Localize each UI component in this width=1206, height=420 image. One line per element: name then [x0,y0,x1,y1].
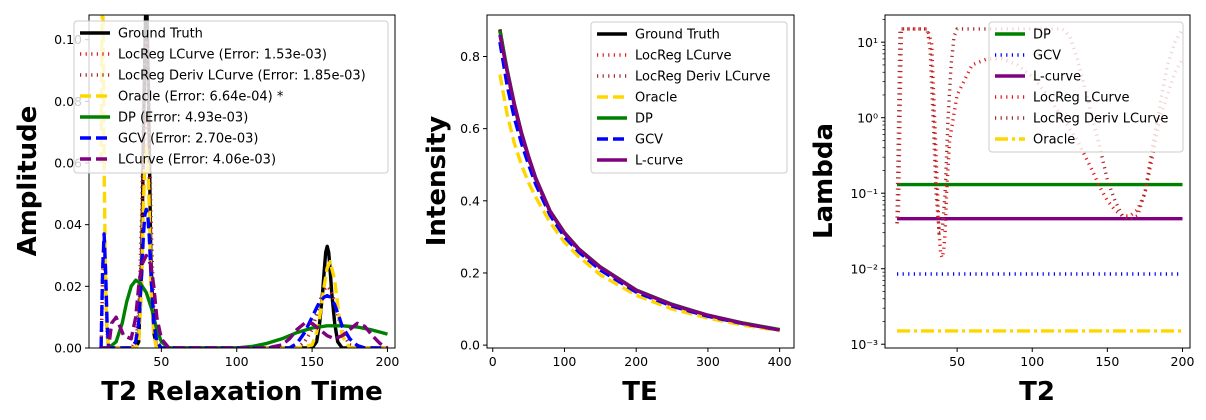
x-tick-label: 150 [300,354,324,369]
legend-entry-dp-error-4-93e-03: DP (Error: 4.93e-03) [80,111,248,126]
y-ticks-intensity: 0.0 0.2 0.4 0.6 0.8 [460,49,487,353]
legend-entry-locreg-lcurve: LocReg LCurve [995,91,1130,106]
legend-entry-ground-truth: Ground Truth [80,27,203,42]
x-tick-label: 200 [376,354,400,369]
y-axis-label-amplitude: Amplitude [13,106,43,257]
y-tick-label: 0.00 [54,341,82,356]
x-axis-label-amplitude: T2 Relaxation Time [101,377,382,407]
x-tick-label: 100 [553,354,577,369]
legend-label: LocReg Deriv LCurve [635,70,770,85]
legend-label: L-curve [635,154,683,169]
legend-label: GCV (Error: 2.70e-03) [118,132,258,147]
legend-entry-locreg-deriv-lcurve: LocReg Deriv LCurve [597,70,770,85]
legend-label: LocReg Deriv LCurve (Error: 1.85e-03) [118,69,366,84]
x-axis-label-intensity: TE [622,377,658,407]
legend-label: DP [635,112,653,127]
legend-label: L-curve [1033,70,1081,85]
legend-entry-oracle-error-6-64e-04: Oracle (Error: 6.64e-04) * [80,90,284,105]
y-tick-label: 10⁻³ [850,337,878,352]
panel-lambda: 50 100 150 200 10⁻³ 10⁻² 10⁻¹ 10⁰ 10¹ T2 Lambda… [809,14,1194,407]
series-line-oracle-error-6-64e-04 [99,15,388,348]
x-tick-label: 150 [1095,354,1119,369]
series-line-gcv-error-2-70e-03 [99,207,388,348]
legend-entry-oracle: Oracle [995,133,1075,148]
legend-label: Oracle [1033,133,1075,148]
legend-label: Ground Truth [118,27,203,42]
legend-entry-oracle: Oracle [597,91,677,106]
x-tick-label: 200 [1171,354,1195,369]
legend-entry-l-curve: L-curve [597,154,683,169]
x-tick-label: 50 [949,354,965,369]
legend-entry-locreg-lcurve-error-1-53e-03: LocReg LCurve (Error: 1.53e-03) [80,48,327,63]
y-axis-label-lambda: Lambda [809,123,839,239]
legend-label: GCV [1033,49,1061,64]
series-line-lcurve-error-4-06e-03 [101,253,389,348]
legend-frame-amplitude [73,20,389,174]
y-tick-label: 0.0 [460,338,480,353]
legend-frame-lambda [988,21,1184,153]
series-line-l-curve [498,34,781,332]
legend-entry-locreg-deriv-lcurve-error-1-85e-03: LocReg Deriv LCurve (Error: 1.85e-03) [80,69,366,84]
y-tick-label: 10¹ [857,35,878,50]
legend-entry-dp: DP [597,112,653,127]
x-tick-label: 100 [225,354,249,369]
legend-label: DP [1033,28,1051,43]
x-tick-label: 300 [696,354,720,369]
series-line-oracle [498,74,780,333]
legend-label: Oracle (Error: 6.64e-04) * [118,90,284,105]
y-axis-label-intensity: Intensity [422,116,452,247]
legend-entry-gcv: GCV [995,49,1061,64]
panel-intensity: 0 100 200 300 400 0.0 0.2 0.4 0.6 0.8 TE Intensi… [422,14,795,407]
legend-lambda: DP GCV L-curve LocReg LCurve LocReg Deriv LC… [988,21,1184,153]
legend-label: Ground Truth [635,28,720,43]
y-tick-label: 0.02 [54,279,82,294]
y-tick-label: 0.2 [460,265,480,280]
legend-entry-lcurve-error-4-06e-03: LCurve (Error: 4.06e-03) [80,153,276,168]
x-ticks-intensity: 0 100 200 300 400 [489,348,792,369]
y-tick-label: 0.6 [460,121,480,136]
x-ticks-lambda: 50 100 150 200 [949,348,1194,369]
x-axis-label-lambda: T2 [1019,377,1055,407]
x-tick-label: 0 [489,354,497,369]
legend-entry-locreg-deriv-lcurve: LocReg Deriv LCurve [995,112,1168,127]
legend-frame-intensity [590,21,788,174]
legend-label: LocReg LCurve [635,49,732,64]
legend-entry-l-curve: L-curve [995,70,1081,85]
legend-entry-gcv-error-2-70e-03: GCV (Error: 2.70e-03) [80,132,258,147]
x-tick-label: 200 [624,354,648,369]
legend-entry-ground-truth: Ground Truth [597,28,720,43]
y-tick-label: 10⁻¹ [850,186,878,201]
x-tick-label: 50 [153,354,169,369]
series-line-dp-error-4-93e-03 [101,278,388,348]
y-tick-label: 0.4 [460,193,480,208]
plot-frame-amplitude [88,14,396,349]
legend-label: LocReg LCurve (Error: 1.53e-03) [118,48,327,63]
legend-label: LCurve (Error: 4.06e-03) [118,153,276,168]
y-ticks-lambda: 10⁻³ 10⁻² 10⁻¹ 10⁰ 10¹ [850,19,885,352]
legend-label: DP (Error: 4.93e-03) [118,111,248,126]
panel-amplitude: 50 100 150 200 0.000.020.040.060.080.10 T2 … [13,14,399,407]
y-tick-label: 0.04 [54,217,82,232]
legend-entry-gcv: GCV [597,133,663,148]
legend-label: LocReg Deriv LCurve [1033,112,1168,127]
x-tick-label: 400 [768,354,792,369]
x-ticks-amplitude: 50 100 150 200 [153,348,399,369]
y-tick-label: 10⁻² [850,262,878,277]
y-tick-label: 0.8 [460,49,480,64]
legend-entry-locreg-lcurve: LocReg LCurve [597,49,732,64]
legend-label: GCV [635,133,663,148]
legend-label: Oracle [635,91,677,106]
legend-entry-dp: DP [995,28,1051,43]
legend-amplitude: Ground Truth LocReg LCurve (Error: 1.53e-… [73,20,389,174]
plot-frame-intensity [486,14,795,349]
plot-frame-lambda [884,14,1191,349]
y-tick-label: 10⁰ [857,111,878,126]
series-line-locreg-lcurve [895,27,1184,260]
series-group-intensity [498,29,781,333]
x-tick-label: 100 [1020,354,1044,369]
series-group-amplitude [99,15,389,348]
legend-intensity: Ground Truth LocReg LCurve LocReg Deriv LC… [590,21,788,174]
legend-label: LocReg LCurve [1033,91,1130,106]
